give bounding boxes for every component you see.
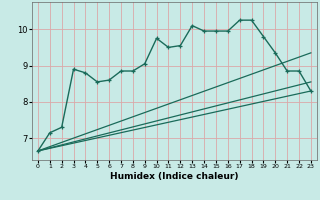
X-axis label: Humidex (Indice chaleur): Humidex (Indice chaleur) (110, 172, 239, 181)
